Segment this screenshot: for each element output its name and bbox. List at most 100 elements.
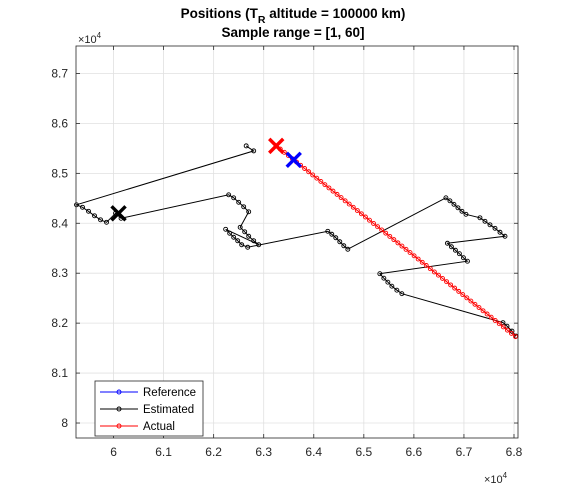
actual-point xyxy=(322,182,328,188)
estimated-point xyxy=(337,239,343,245)
estimated-point xyxy=(459,208,465,214)
actual-point xyxy=(302,166,308,171)
estimated-point xyxy=(399,291,405,297)
estimated-point xyxy=(325,228,331,234)
actual-point xyxy=(472,301,478,307)
actual-point xyxy=(460,292,466,298)
actual-point xyxy=(391,237,397,243)
series-lines xyxy=(75,145,517,337)
legend-label-estimated: Estimated xyxy=(143,404,194,416)
actual-point xyxy=(338,195,344,201)
x-tick-label: 6.7 xyxy=(456,445,473,459)
actual-point xyxy=(427,266,433,272)
actual-point xyxy=(379,227,385,233)
x-exponent-label: ×104 xyxy=(484,471,508,486)
actual-point xyxy=(318,178,324,184)
actual-point xyxy=(508,330,514,336)
actual-point xyxy=(354,208,360,213)
estimated-start-marker xyxy=(110,205,127,222)
actual-point xyxy=(480,308,486,314)
actual-point xyxy=(383,230,389,236)
actual-point xyxy=(419,259,425,265)
actual-point xyxy=(399,243,405,249)
estimated-point xyxy=(381,275,387,281)
estimated-point xyxy=(243,143,249,149)
estimated-point xyxy=(237,224,243,230)
estimated-point xyxy=(256,242,262,248)
actual-point xyxy=(407,250,413,256)
actual-point xyxy=(362,214,368,220)
estimated-point xyxy=(447,198,453,204)
actual-point xyxy=(346,201,352,207)
grid-lines xyxy=(76,46,518,438)
actual-point xyxy=(403,246,409,252)
actual-point xyxy=(330,188,336,194)
actual-point xyxy=(395,240,401,246)
actual-point xyxy=(476,305,482,310)
x-tick-label: 6.2 xyxy=(205,445,222,459)
estimated-point xyxy=(456,251,462,257)
actual-point xyxy=(371,221,377,226)
estimated-point xyxy=(502,233,508,239)
actual-point xyxy=(452,285,458,291)
estimated-point xyxy=(455,205,461,211)
x-tick-label: 6 xyxy=(110,445,117,459)
estimated-point xyxy=(235,238,241,244)
plot-area xyxy=(76,46,518,438)
y-tick-label: 8 xyxy=(61,416,68,430)
estimated-point xyxy=(246,233,252,239)
estimated-point xyxy=(460,255,466,261)
actual-point xyxy=(456,288,462,294)
actual-point xyxy=(334,191,340,197)
actual-point xyxy=(484,311,490,317)
actual-point xyxy=(367,217,372,223)
legend-entry-actual: Actual xyxy=(100,421,175,433)
estimated-point xyxy=(251,148,257,154)
legend-label-reference: Reference xyxy=(143,387,196,399)
x-tick-label: 6.4 xyxy=(305,445,322,459)
y-exponent-label: ×104 xyxy=(78,31,102,46)
estimated-point xyxy=(448,244,454,250)
estimated-point xyxy=(345,246,351,252)
estimated-point xyxy=(509,328,515,334)
estimated-line xyxy=(75,145,517,337)
x-tick-label: 6.5 xyxy=(355,445,372,459)
actual-line xyxy=(275,145,516,337)
actual-point xyxy=(310,172,316,178)
series-markers xyxy=(74,143,519,340)
estimated-point xyxy=(477,215,483,221)
actual-point xyxy=(306,169,312,175)
actual-point xyxy=(415,256,421,262)
actual-point xyxy=(448,282,454,288)
reference-start-marker xyxy=(285,151,302,169)
chart-title: Positions (TR altitude = 100000 km) xyxy=(181,6,406,26)
actual-start-marker xyxy=(268,137,285,155)
estimated-point xyxy=(223,226,229,232)
legend-label-actual: Actual xyxy=(143,421,175,433)
x-tick-label: 6.1 xyxy=(155,445,172,459)
plot-frame xyxy=(75,45,519,439)
chart-title-subscript: R xyxy=(258,14,266,26)
estimated-point xyxy=(464,258,470,264)
actual-point xyxy=(440,275,445,281)
estimated-point xyxy=(463,211,469,217)
estimated-point xyxy=(394,287,400,293)
actual-point xyxy=(496,321,502,327)
actual-point xyxy=(342,198,348,204)
actual-point xyxy=(326,185,332,191)
estimated-point xyxy=(231,234,237,240)
legend-entry-estimated: Estimated xyxy=(100,404,194,416)
estimated-point xyxy=(104,219,109,225)
legend-marker-estimated xyxy=(116,406,122,412)
actual-point xyxy=(423,263,429,268)
estimated-point xyxy=(239,242,245,248)
actual-point xyxy=(411,253,417,259)
actual-point xyxy=(513,334,518,340)
legend-marker-actual xyxy=(116,423,122,429)
actual-point xyxy=(431,269,437,275)
x-tick-label: 6.6 xyxy=(406,445,423,459)
y-tick-label: 8.3 xyxy=(51,266,68,280)
estimated-point xyxy=(487,222,493,228)
actual-point xyxy=(468,298,474,304)
